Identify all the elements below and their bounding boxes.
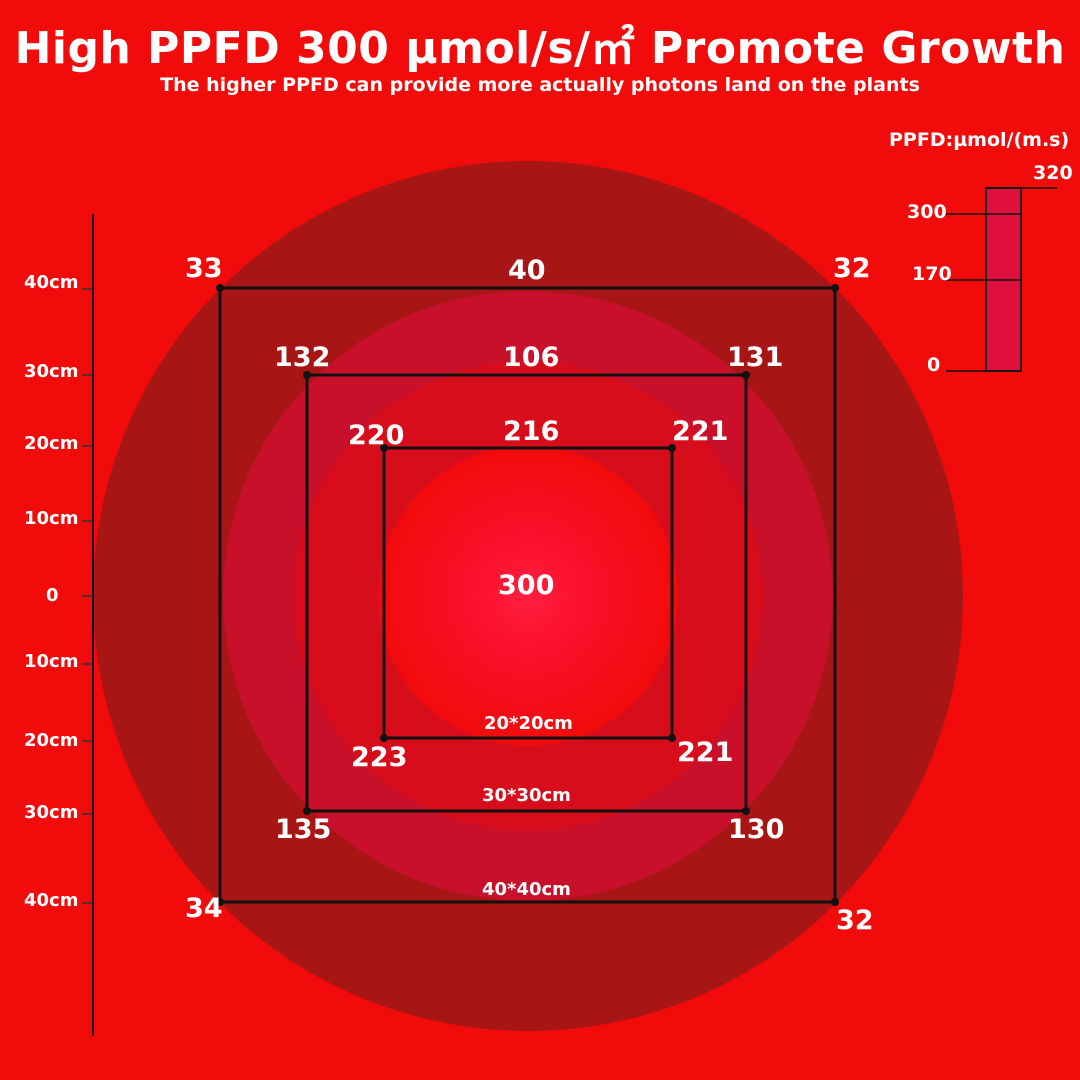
value-30-bottom-right: 130 <box>728 814 785 845</box>
value-20-top-mid: 216 <box>503 416 560 447</box>
value-30-top-mid: 106 <box>503 342 560 373</box>
legend-ticks <box>946 187 1057 372</box>
legend-tick-300: 300 <box>907 201 947 223</box>
intensity-center <box>378 446 678 746</box>
square-40cm <box>218 286 837 904</box>
size-label-20: 20*20cm <box>484 713 573 734</box>
square-30cm <box>305 373 748 813</box>
corner-dots <box>216 284 839 906</box>
value-20-bottom-left: 223 <box>351 742 408 773</box>
value-20-top-right: 221 <box>672 416 729 447</box>
axis-label-bottom-30: 30cm <box>24 802 79 823</box>
value-30-bottom-left: 135 <box>275 814 332 845</box>
axis-label-bottom-10: 10cm <box>24 651 79 672</box>
size-label-40: 40*40cm <box>482 879 571 900</box>
value-30-top-left: 132 <box>274 342 331 373</box>
page-subtitle: The higher PPFD can provide more actuall… <box>160 74 920 96</box>
axis-label-top-30: 30cm <box>24 361 79 382</box>
axis-label-zero: 0 <box>46 585 59 606</box>
page-title: High PPFD 300 µmol/s/㎡ Promote Growth <box>14 23 1066 74</box>
value-40-bottom-right: 32 <box>836 905 874 936</box>
square-20cm <box>382 446 674 740</box>
value-30-top-right: 131 <box>727 342 784 373</box>
legend-tick-0: 0 <box>927 354 941 376</box>
value-40-top-right: 32 <box>833 253 871 284</box>
axis-label-top-20: 20cm <box>24 433 79 454</box>
legend-tick-170: 170 <box>912 263 952 285</box>
legend-title: PPFD:µmol/(m.s) <box>889 129 1070 151</box>
center-ppfd-value: 300 <box>498 570 555 601</box>
axis-label-bottom-20: 20cm <box>24 730 79 751</box>
value-40-top-left: 33 <box>185 253 223 284</box>
value-20-bottom-right: 221 <box>677 737 734 768</box>
value-20-top-left: 220 <box>348 420 405 451</box>
axis-label-top-10: 10cm <box>24 508 79 529</box>
axis-label-bottom-40: 40cm <box>24 890 79 911</box>
axis-ticks <box>82 288 93 904</box>
size-label-30: 30*30cm <box>482 785 571 806</box>
legend-tick-320: 320 <box>1033 162 1073 184</box>
value-40-bottom-left: 34 <box>185 893 223 924</box>
value-40-top-mid: 40 <box>508 255 546 286</box>
axis-label-top-40: 40cm <box>24 272 79 293</box>
